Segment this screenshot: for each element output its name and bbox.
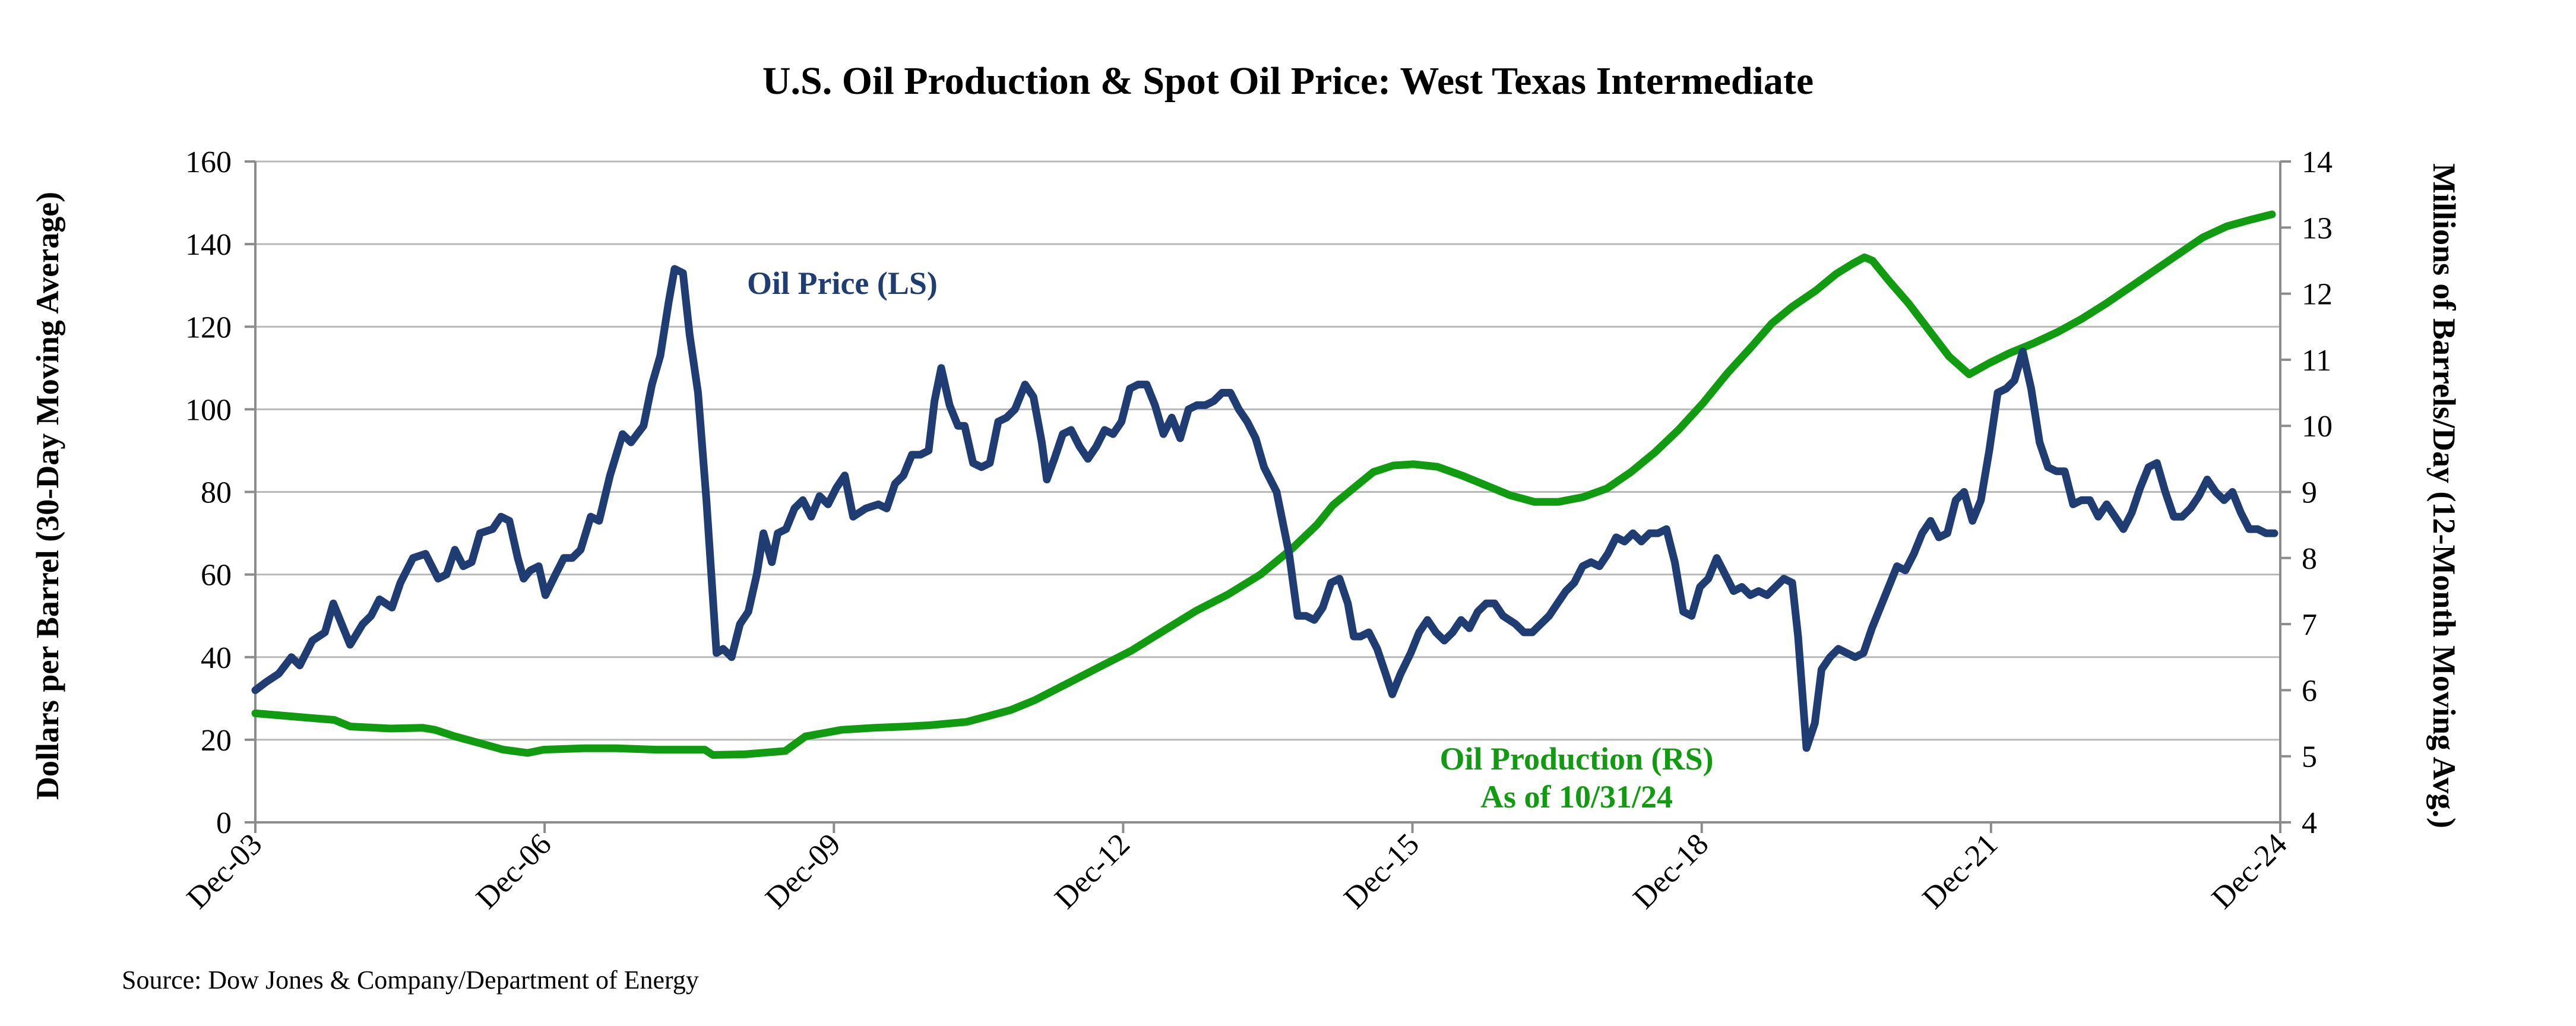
oil-production-annotation: Oil Production (RS): [1439, 741, 1713, 777]
x-axis-ticks: Dec-03 Dec-06 Dec-09 Dec-12 Dec-15 Dec-18 Dec-…: [181, 822, 2294, 916]
right-tick-label: 8: [2302, 542, 2317, 576]
right-tick-label: 9: [2302, 476, 2317, 510]
right-tick-label: 7: [2302, 608, 2317, 642]
left-tick-label: 160: [185, 145, 232, 179]
right-tick-label: 5: [2302, 740, 2317, 774]
oil-production-line: [251, 210, 2276, 759]
x-tick-label: Dec-09: [759, 827, 847, 916]
right-tick-label: 12: [2302, 278, 2333, 312]
series-layer: [251, 210, 2278, 759]
left-tick-label: 60: [201, 559, 232, 593]
left-tick-label: 40: [201, 641, 232, 675]
left-axis-label: Dollars per Barrel (30-Day Moving Averag…: [30, 192, 65, 800]
right-tick-label: 4: [2302, 806, 2317, 840]
x-tick-label: Dec-15: [1338, 827, 1426, 916]
x-tick-label: Dec-06: [470, 827, 558, 916]
left-tick-label: 20: [201, 724, 232, 758]
right-tick-label: 6: [2302, 674, 2317, 708]
oil-price-line: [251, 265, 2278, 752]
gridlines: [255, 160, 2280, 741]
right-tick-label: 10: [2302, 410, 2333, 444]
left-tick-label: 100: [185, 393, 232, 427]
x-tick-label: Dec-21: [1916, 827, 2005, 916]
x-tick-label: Dec-24: [2205, 827, 2294, 916]
x-tick-label: Dec-18: [1627, 827, 1716, 916]
left-tick-label: 140: [185, 228, 232, 262]
as-of-annotation: As of 10/31/24: [1480, 779, 1673, 815]
right-tick-label: 13: [2302, 211, 2333, 245]
source-note: Source: Dow Jones & Company/Department o…: [122, 965, 699, 995]
left-axis-ticks: 0 20 40 60 80 100 120 140 160: [185, 145, 255, 840]
right-axis-ticks: 4 5 6 7 8 9 10 11 12 13 14: [2280, 145, 2333, 840]
left-tick-label: 80: [201, 476, 232, 510]
x-tick-label: Dec-12: [1048, 827, 1137, 916]
chart-title: U.S. Oil Production & Spot Oil Price: We…: [762, 59, 1814, 103]
right-tick-label: 14: [2302, 145, 2333, 179]
left-tick-label: 0: [216, 806, 232, 840]
x-tick-label: Dec-03: [181, 827, 269, 916]
right-axis-label: Millions of Barrels/Day (12-Month Moving…: [2426, 163, 2462, 828]
right-tick-label: 11: [2302, 344, 2331, 378]
oil-price-annotation: Oil Price (LS): [747, 265, 938, 301]
left-tick-label: 120: [185, 311, 232, 344]
